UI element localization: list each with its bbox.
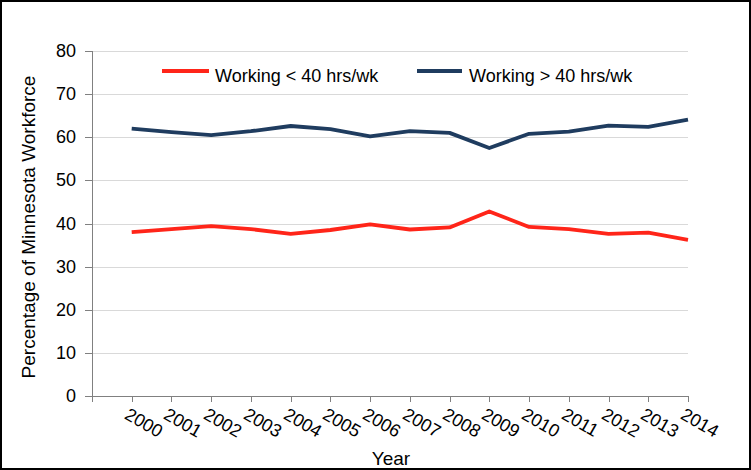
series-line-0 (132, 211, 688, 240)
y-axis-tick-label: 0 (40, 387, 76, 405)
y-axis-tick-label: 10 (40, 344, 76, 362)
legend-label-under40: Working < 40 hrs/wk (215, 67, 378, 85)
y-axis-tick-label: 70 (40, 85, 76, 103)
legend-swatch-over40 (417, 69, 462, 73)
y-axis-tick-label: 20 (40, 301, 76, 319)
chart-figure: 01020304050607080 2000200120022003200420… (0, 0, 751, 470)
x-axis-title: Year (372, 448, 410, 470)
series-line-1 (132, 120, 688, 148)
y-axis-tick-label: 40 (40, 215, 76, 233)
legend-swatch-under40 (162, 69, 209, 73)
y-axis-tick-label: 30 (40, 258, 76, 276)
y-axis-title: Percentage of Minnesota Workforce (18, 76, 40, 379)
y-axis-tick-label: 60 (40, 128, 76, 146)
legend-label-over40: Working > 40 hrs/wk (469, 67, 632, 85)
y-axis-tick-label: 80 (40, 42, 76, 60)
y-axis-tick-label: 50 (40, 171, 76, 189)
